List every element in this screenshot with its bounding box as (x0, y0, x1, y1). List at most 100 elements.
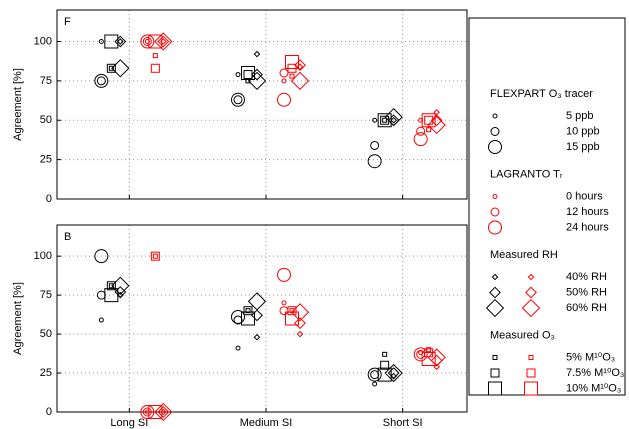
y-tick-label: 0 (46, 193, 52, 205)
legend-marker (491, 273, 499, 281)
legend-marker (488, 140, 502, 154)
circle-marker (281, 78, 287, 84)
legend-marker (488, 220, 502, 235)
square-marker (104, 288, 119, 303)
circle-marker (94, 249, 109, 264)
circle-marker (140, 405, 155, 419)
y-tick-label: 75 (40, 289, 52, 301)
legend-marker (526, 368, 536, 378)
square-marker (152, 253, 158, 259)
y-tick-label: 100 (34, 250, 52, 262)
circle-marker (235, 345, 241, 351)
square-marker (380, 360, 390, 370)
plot-frame (56, 9, 468, 200)
circle-marker (96, 76, 106, 86)
square-marker (289, 73, 295, 79)
diamond-marker (114, 35, 127, 48)
square-marker (108, 65, 114, 71)
circle-marker (413, 347, 428, 362)
legend-title: Measured O₃ (490, 329, 555, 341)
circle-marker (231, 309, 245, 324)
legend-label: 7.5% M¹⁰O₃ (566, 367, 624, 379)
legend-label: 10 ppb (566, 125, 600, 137)
diamond-marker (251, 309, 263, 322)
circle-marker (372, 117, 378, 123)
legend-marker (490, 368, 500, 378)
legend-marker (524, 381, 538, 396)
legend-marker (490, 127, 500, 136)
y-axis-label: Agreement [%] (12, 68, 24, 141)
square-marker (241, 311, 255, 326)
circle-marker (370, 370, 380, 380)
diamond-marker (296, 330, 304, 338)
square-marker (289, 308, 295, 314)
circle-marker (279, 68, 289, 78)
y-tick-label: 25 (40, 154, 52, 166)
diamond-marker (384, 363, 403, 383)
diamond-marker (390, 116, 397, 124)
circle-marker (367, 154, 382, 169)
diamond-marker (154, 32, 173, 51)
legend-marker (525, 286, 537, 299)
diamond-marker (154, 402, 173, 422)
diamond-marker (247, 292, 267, 311)
diamond-marker (111, 276, 130, 295)
square-marker (377, 367, 392, 382)
legend-marker (488, 381, 502, 396)
legend-label: 60% RH (566, 302, 607, 314)
y-tick-label: 100 (34, 35, 52, 47)
square-marker (243, 306, 253, 316)
square-marker (285, 54, 299, 69)
circle-marker (279, 306, 289, 316)
square-marker (380, 115, 390, 125)
plot-frame (56, 224, 468, 413)
legend-label: 12 hours (566, 206, 609, 218)
legend-label: 24 hours (566, 221, 609, 233)
y-tick-label: 0 (46, 406, 52, 418)
legend-marker (492, 113, 498, 119)
diamond-marker (253, 50, 261, 58)
diamond-marker (387, 367, 400, 379)
square-marker (426, 127, 432, 133)
legend-box (468, 17, 626, 396)
diamond-marker (253, 333, 261, 341)
legend-label: 15 ppb (566, 141, 600, 153)
square-marker (377, 113, 392, 128)
legend-marker (492, 355, 498, 360)
circle-marker (142, 37, 152, 46)
legend-label: 5 ppb (566, 110, 594, 122)
circle-marker (98, 39, 104, 44)
diamond-marker (251, 68, 263, 81)
legend-title: Measured RH (490, 249, 558, 261)
legend-marker (485, 298, 505, 318)
square-marker (148, 34, 163, 49)
legend-label: 40% RH (566, 271, 607, 283)
legend-label: 50% RH (566, 286, 607, 298)
circle-marker (233, 95, 243, 105)
diamond-marker (294, 317, 306, 330)
diamond-marker (427, 115, 446, 135)
panel-label: F (64, 16, 71, 28)
square-marker (106, 281, 116, 291)
x-tick-label: Long SI (110, 417, 148, 429)
legend-title: FLEXPART O₃ tracer (490, 88, 593, 100)
circle-marker (367, 367, 382, 382)
square-marker (245, 308, 251, 314)
diamond-marker (157, 406, 170, 418)
legend-marker (528, 355, 534, 360)
legend-label: 5% M¹⁰O₃ (566, 351, 615, 363)
legend-label: 0 hours (566, 190, 603, 202)
diamond-marker (430, 114, 443, 127)
diamond-marker (111, 59, 130, 78)
legend-marker (521, 298, 541, 318)
square-marker (382, 351, 388, 357)
y-tick-label: 25 (40, 367, 52, 379)
square-marker (104, 34, 119, 49)
square-marker (108, 283, 114, 289)
square-marker (152, 53, 158, 59)
circle-marker (370, 140, 380, 150)
circle-marker (235, 72, 241, 78)
y-tick-label: 50 (40, 328, 52, 340)
square-marker (426, 347, 432, 353)
legend-marker (489, 286, 501, 299)
